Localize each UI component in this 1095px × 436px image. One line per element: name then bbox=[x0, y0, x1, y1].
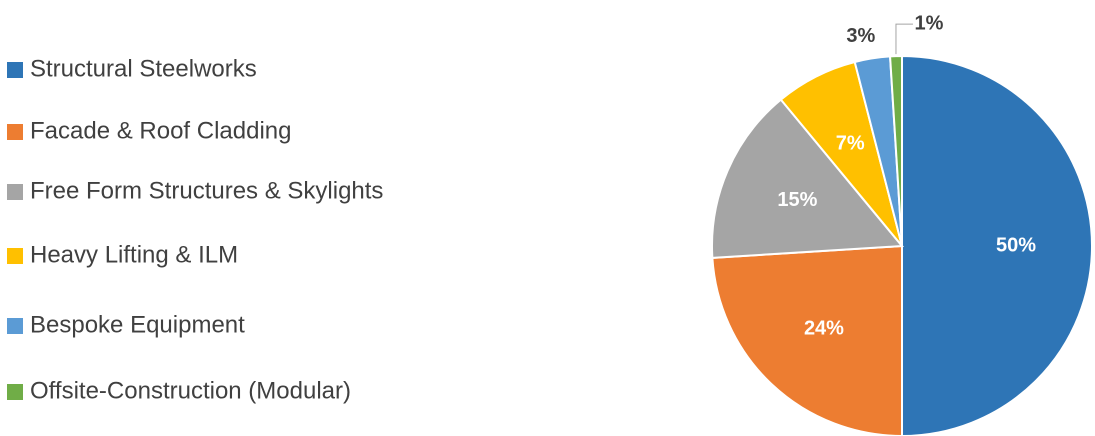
legend-label: Structural Steelworks bbox=[30, 55, 257, 82]
data-label: 1% bbox=[915, 12, 944, 34]
data-label: 50% bbox=[996, 234, 1036, 256]
leader-line bbox=[895, 23, 913, 55]
legend-label: Facade & Roof Cladding bbox=[30, 117, 292, 144]
data-label: 7% bbox=[836, 133, 865, 155]
legend-label: Offsite-Construction (Modular) bbox=[30, 377, 351, 404]
legend-label: Free Form Structures & Skylights bbox=[30, 177, 383, 204]
pie-slice bbox=[711, 244, 903, 436]
pie-slice bbox=[901, 54, 1093, 436]
data-label: 3% bbox=[846, 25, 875, 47]
legend-swatch bbox=[7, 62, 23, 78]
legend-swatch bbox=[7, 184, 23, 200]
data-label: 24% bbox=[804, 317, 844, 339]
legend-swatch bbox=[7, 248, 23, 264]
legend-swatch bbox=[7, 384, 23, 400]
pie-slice bbox=[711, 98, 905, 259]
legend-label: Heavy Lifting & ILM bbox=[30, 241, 238, 268]
legend-swatch bbox=[7, 318, 23, 334]
data-label: 15% bbox=[777, 189, 817, 211]
pie-slice bbox=[889, 54, 903, 247]
legend-swatch bbox=[7, 124, 23, 140]
legend-label: Bespoke Equipment bbox=[30, 311, 245, 338]
